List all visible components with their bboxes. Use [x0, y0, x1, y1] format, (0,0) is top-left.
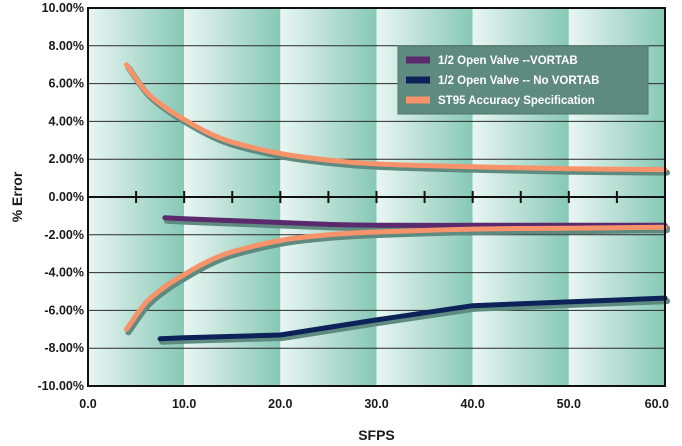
legend-label: 1/2 Open Valve --VORTAB [438, 55, 578, 67]
y-tick-label: 8.00% [49, 39, 84, 53]
legend-box [397, 45, 649, 115]
series-no-vortab-line-shadow [159, 298, 670, 345]
y-tick-label: -4.00% [44, 266, 84, 280]
x-tick-label: 10.0 [172, 397, 196, 411]
series-no-vortab-line [157, 295, 668, 342]
plot-frame [87, 7, 666, 387]
x-tick-labels: 0.0 10.0 20.0 30.0 40.0 50.0 60.0 [79, 397, 669, 411]
series-layer [124, 62, 670, 345]
x-tick-label: 20.0 [268, 397, 292, 411]
x-tick-label: 40.0 [460, 397, 484, 411]
y-tick-label: 10.00% [42, 1, 84, 15]
series-spec-lower-line [124, 224, 668, 332]
zero-axis [88, 191, 665, 203]
y-tick-label: -2.00% [44, 228, 84, 242]
y-tick-label: -10.00% [37, 379, 84, 393]
x-tick-label: 30.0 [364, 397, 388, 411]
legend: 1/2 Open Valve --VORTAB 1/2 Open Valve --… [397, 45, 649, 115]
y-tick-label: -8.00% [44, 341, 84, 355]
y-axis-title: % Error [9, 171, 25, 222]
x-axis-title: SFPS [358, 427, 395, 443]
x-tick-label: 0.0 [79, 397, 96, 411]
y-tick-label: 0.00% [49, 190, 84, 204]
y-tick-label: 2.00% [49, 152, 84, 166]
y-tick-label: 6.00% [49, 77, 84, 91]
series-spec-upper-line [124, 62, 668, 173]
x-tick-label: 60.0 [645, 397, 669, 411]
y-tick-label: 4.00% [49, 114, 84, 128]
series-spec-lower-line-shadow [125, 227, 670, 336]
y-tick-labels: 10.00% 8.00% 6.00% 4.00% 2.00% 0.00% -2.00% -4.… [37, 1, 84, 393]
legend-label: 1/2 Open Valve -- No VORTAB [438, 75, 599, 87]
series-vortab-line [162, 215, 668, 228]
legend-label: ST95 Accuracy Specification [438, 95, 595, 107]
x-tick-label: 50.0 [557, 397, 581, 411]
y-tick-label: -6.00% [44, 303, 84, 317]
